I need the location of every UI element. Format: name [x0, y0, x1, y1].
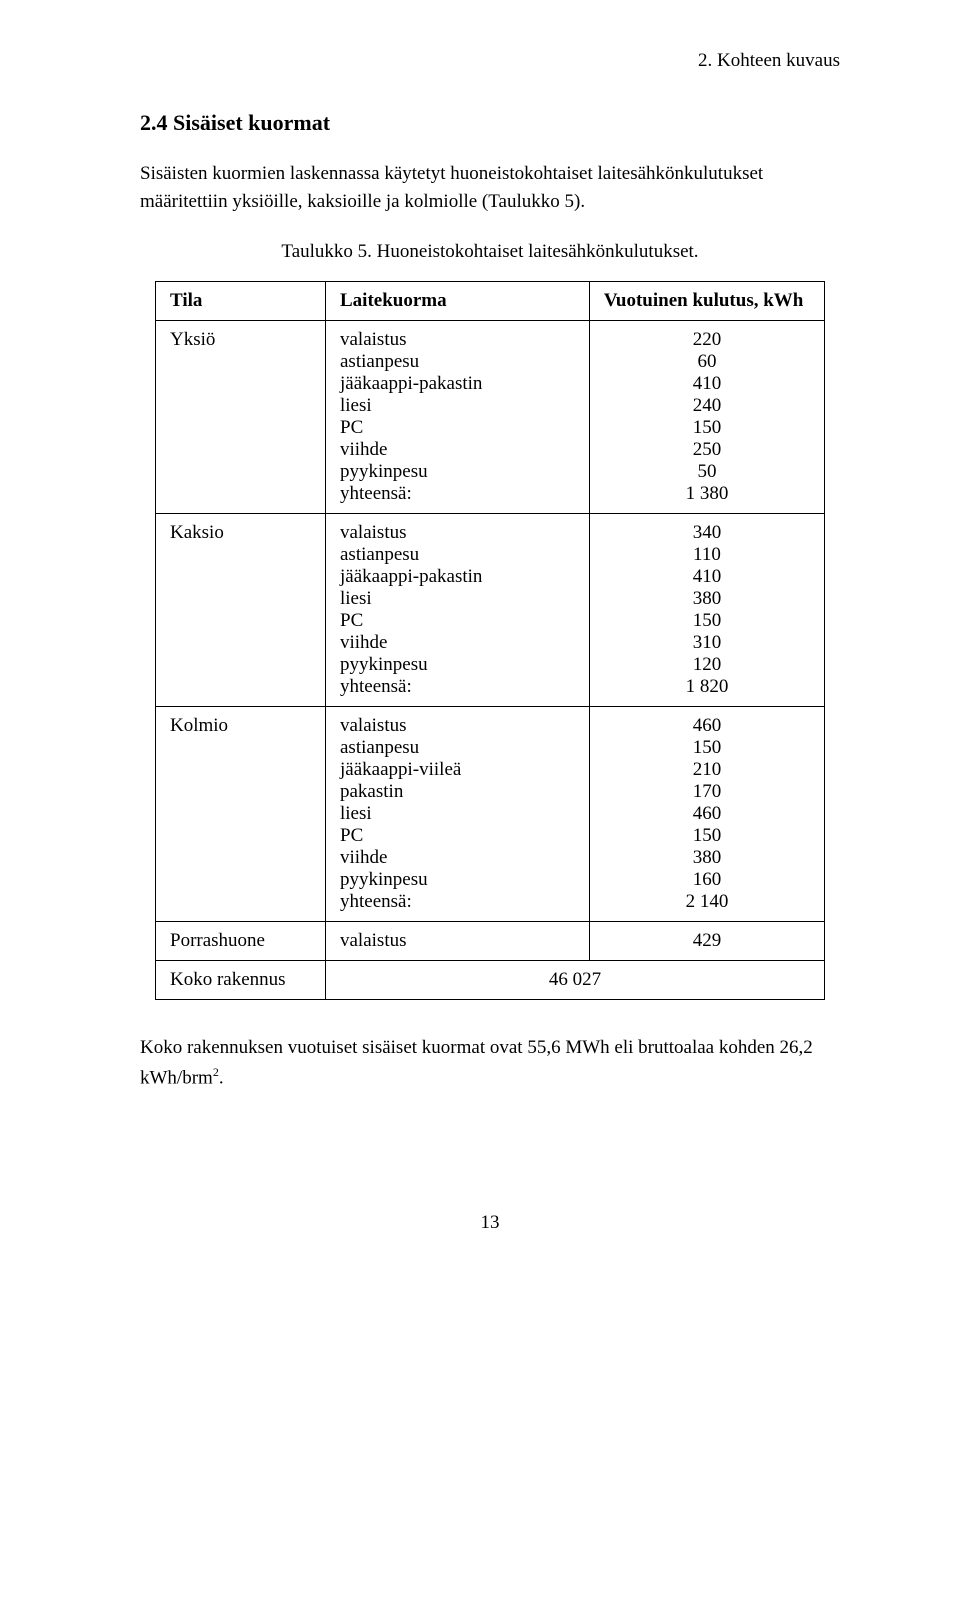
laite-value: 220 [604, 329, 810, 351]
laite-value: 150 [604, 825, 810, 847]
page-number: 13 [140, 1212, 840, 1234]
laite-value: 1 820 [604, 676, 810, 698]
table-caption: Taulukko 5. Huoneistokohtaiset laitesähk… [140, 241, 840, 263]
cell-laite-list: valaistusastianpesujääkaappi-pakastinlie… [326, 321, 590, 514]
laite-label: pakastin [340, 781, 575, 803]
table-row: Kaksiovalaistusastianpesujääkaappi-pakas… [156, 514, 825, 707]
cell-laite-list: valaistusastianpesujääkaappi-viileäpakas… [326, 707, 590, 922]
laite-value: 160 [604, 869, 810, 891]
cell-value-list: 4601502101704601503801602 140 [589, 707, 824, 922]
laite-value: 250 [604, 439, 810, 461]
laite-label: PC [340, 417, 575, 439]
laite-value: 460 [604, 803, 810, 825]
page: 2. Kohteen kuvaus 2.4 Sisäiset kuormat S… [0, 0, 960, 1314]
data-table: Tila Laitekuorma Vuotuinen kulutus, kWh … [155, 281, 825, 1000]
running-header: 2. Kohteen kuvaus [140, 50, 840, 72]
th-laite: Laitekuorma [326, 282, 590, 321]
laite-label: jääkaappi-pakastin [340, 566, 575, 588]
laite-value: 380 [604, 847, 810, 869]
laite-value: 60 [604, 351, 810, 373]
cell-value: 46 027 [326, 961, 825, 1000]
table-row: Yksiövalaistusastianpesujääkaappi-pakast… [156, 321, 825, 514]
cell-laite-list: valaistusastianpesujääkaappi-pakastinlie… [326, 514, 590, 707]
laite-value: 210 [604, 759, 810, 781]
laite-label: PC [340, 825, 575, 847]
th-value: Vuotuinen kulutus, kWh [589, 282, 824, 321]
cell-laite: valaistus [326, 922, 590, 961]
laite-label: viihde [340, 847, 575, 869]
table-row: Koko rakennus46 027 [156, 961, 825, 1000]
laite-value: 410 [604, 373, 810, 395]
cell-value-list: 3401104103801503101201 820 [589, 514, 824, 707]
laite-value: 310 [604, 632, 810, 654]
laite-label: jääkaappi-pakastin [340, 373, 575, 395]
outro-paragraph: Koko rakennuksen vuotuiset sisäiset kuor… [140, 1034, 840, 1092]
cell-tila: Porrashuone [156, 922, 326, 961]
cell-tila: Kolmio [156, 707, 326, 922]
laite-value: 1 380 [604, 483, 810, 505]
laite-label: yhteensä: [340, 891, 575, 913]
laite-label: astianpesu [340, 737, 575, 759]
laite-label: astianpesu [340, 351, 575, 373]
laite-label: viihde [340, 439, 575, 461]
laite-label: PC [340, 610, 575, 632]
table-row: Kolmiovalaistusastianpesujääkaappi-viile… [156, 707, 825, 922]
laite-value: 340 [604, 522, 810, 544]
table-header-row: Tila Laitekuorma Vuotuinen kulutus, kWh [156, 282, 825, 321]
laite-label: valaistus [340, 715, 575, 737]
laite-value: 410 [604, 566, 810, 588]
intro-paragraph: Sisäisten kuormien laskennassa käytetyt … [140, 160, 840, 215]
laite-value: 120 [604, 654, 810, 676]
laite-value: 50 [604, 461, 810, 483]
laite-label: jääkaappi-viileä [340, 759, 575, 781]
laite-label: pyykinpesu [340, 461, 575, 483]
laite-value: 150 [604, 417, 810, 439]
laite-label: valaistus [340, 522, 575, 544]
cell-tila: Yksiö [156, 321, 326, 514]
laite-value: 170 [604, 781, 810, 803]
laite-value: 110 [604, 544, 810, 566]
laite-label: yhteensä: [340, 483, 575, 505]
laite-label: astianpesu [340, 544, 575, 566]
th-tila: Tila [156, 282, 326, 321]
cell-value: 429 [589, 922, 824, 961]
laite-value: 150 [604, 610, 810, 632]
laite-label: pyykinpesu [340, 654, 575, 676]
laite-value: 460 [604, 715, 810, 737]
outro-text-pre: Koko rakennuksen vuotuiset sisäiset kuor… [140, 1037, 813, 1088]
outro-text-post: . [219, 1067, 224, 1088]
laite-value: 380 [604, 588, 810, 610]
laite-label: liesi [340, 588, 575, 610]
table-row: Porrashuonevalaistus429 [156, 922, 825, 961]
cell-tila: Kaksio [156, 514, 326, 707]
laite-label: liesi [340, 395, 575, 417]
laite-label: valaistus [340, 329, 575, 351]
laite-label: pyykinpesu [340, 869, 575, 891]
laite-value: 2 140 [604, 891, 810, 913]
section-title: 2.4 Sisäiset kuormat [140, 110, 840, 136]
laite-label: liesi [340, 803, 575, 825]
laite-value: 150 [604, 737, 810, 759]
cell-tila: Koko rakennus [156, 961, 326, 1000]
laite-label: yhteensä: [340, 676, 575, 698]
laite-value: 240 [604, 395, 810, 417]
laite-label: viihde [340, 632, 575, 654]
cell-value-list: 22060410240150250501 380 [589, 321, 824, 514]
